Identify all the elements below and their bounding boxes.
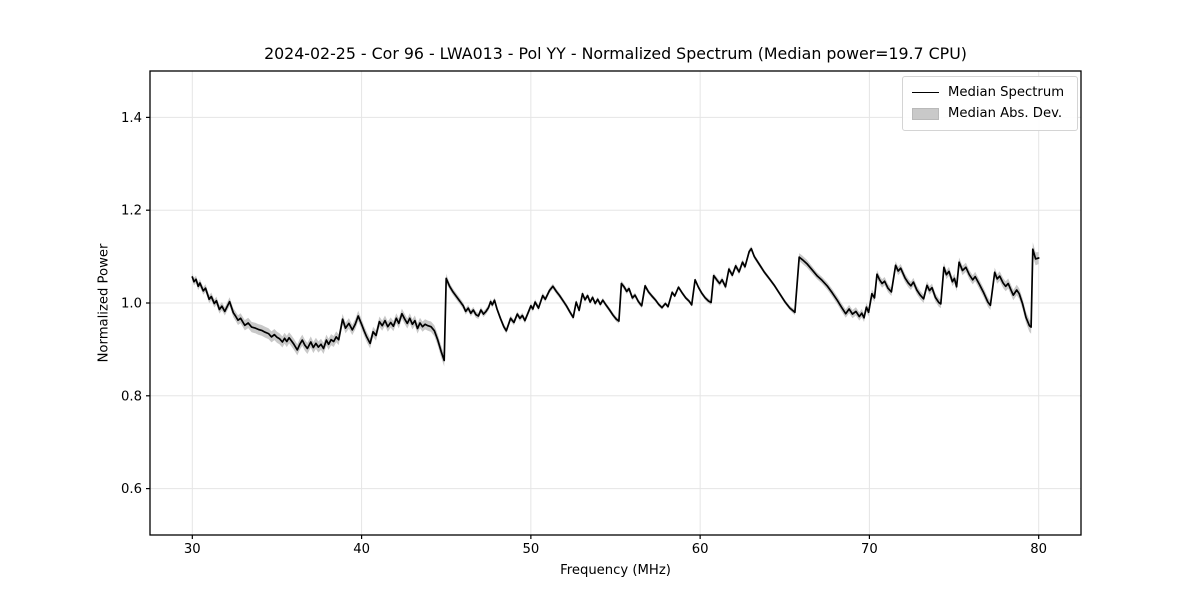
y-tick-label: 1.2 <box>121 204 142 219</box>
x-tick-label: 30 <box>184 542 201 557</box>
y-axis-label: Normalized Power <box>96 243 112 363</box>
line-sample-icon <box>912 92 939 93</box>
mad-band <box>192 242 1039 367</box>
y-tick-label: 1.4 <box>121 111 142 126</box>
chart-title: 2024-02-25 - Cor 96 - LWA013 - Pol YY - … <box>264 44 967 63</box>
y-tick-label: 0.6 <box>121 482 142 497</box>
patch-sample-icon <box>912 107 939 120</box>
legend: Median Spectrum Median Abs. Dev. <box>902 76 1078 131</box>
legend-item-median-abs-dev: Median Abs. Dev. <box>912 103 1068 124</box>
legend-label: Median Abs. Dev. <box>948 106 1063 121</box>
median-spectrum-line <box>191 247 1040 362</box>
legend-label: Median Spectrum <box>948 85 1065 100</box>
x-tick-label: 60 <box>692 542 709 557</box>
y-tick-label: 1.0 <box>121 297 142 312</box>
y-tick-label: 0.8 <box>121 389 142 404</box>
x-axis-label: Frequency (MHz) <box>560 563 671 578</box>
x-tick-label: 50 <box>522 542 539 557</box>
x-tick-label: 40 <box>353 542 370 557</box>
x-tick-label: 80 <box>1030 542 1047 557</box>
legend-item-median-spectrum: Median Spectrum <box>912 82 1068 103</box>
x-tick-label: 70 <box>861 542 878 557</box>
